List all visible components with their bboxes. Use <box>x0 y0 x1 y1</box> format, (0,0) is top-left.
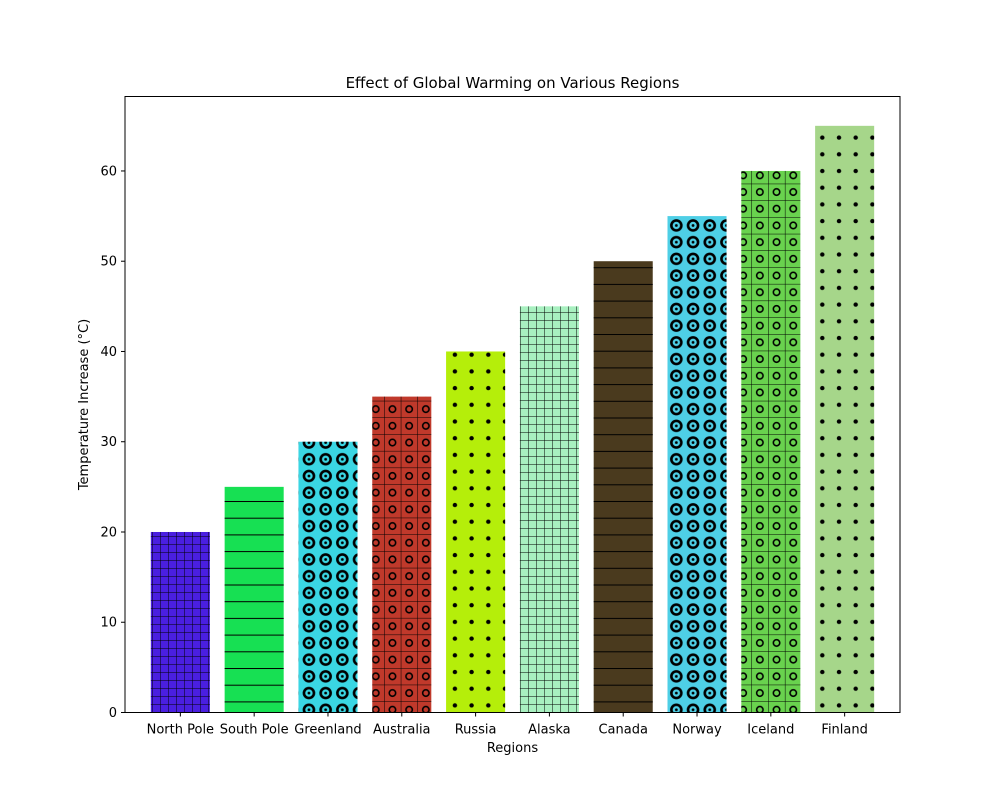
bar-hatch <box>519 306 579 713</box>
bar-finland <box>815 125 875 713</box>
bar-hatch <box>446 351 506 713</box>
chart-title: Effect of Global Warming on Various Regi… <box>346 74 680 92</box>
bar-russia <box>446 351 506 713</box>
bar-canada <box>593 261 653 713</box>
y-axis-label: Temperature Increase (°C) <box>77 319 92 491</box>
y-tick-label: 40 <box>100 345 117 360</box>
x-tick-label: Iceland <box>747 723 794 738</box>
y-tick-label: 30 <box>100 435 117 450</box>
bar-hatch <box>224 486 284 713</box>
bar-hatch <box>741 170 801 713</box>
x-tick-label: North Pole <box>147 723 214 738</box>
bar-alaska <box>519 306 579 713</box>
y-tick-label: 60 <box>100 164 117 179</box>
x-tick-label: Canada <box>598 723 647 738</box>
bar-hatch <box>372 396 432 713</box>
x-axis-label: Regions <box>487 741 539 756</box>
bar-norway <box>667 216 727 713</box>
x-tick-label: Alaska <box>528 723 571 738</box>
y-tick-label: 50 <box>100 255 117 270</box>
bar-hatch <box>150 531 210 713</box>
bar-hatch <box>667 216 727 713</box>
y-tick-label: 0 <box>109 706 117 721</box>
x-axis: North Pole South Pole Greenland Australia Ru… <box>147 712 868 738</box>
bar-north-pole <box>150 531 210 713</box>
bar-hatch <box>593 261 653 713</box>
x-tick-label: Norway <box>672 723 722 738</box>
bar-south-pole <box>224 486 284 713</box>
x-tick-label: Greenland <box>294 723 361 738</box>
bar-australia <box>372 396 432 713</box>
x-tick-label: South Pole <box>220 723 289 738</box>
y-tick-label: 10 <box>100 616 117 631</box>
bar-hatch <box>298 441 358 713</box>
bar-hatch <box>815 125 875 713</box>
bar-iceland <box>741 170 801 713</box>
x-tick-label: Australia <box>373 723 431 738</box>
y-tick-label: 20 <box>100 525 117 540</box>
plot-frame <box>124 96 901 713</box>
x-tick-label: Finland <box>821 723 867 738</box>
bar-greenland <box>298 441 358 713</box>
bar-group <box>150 125 875 713</box>
y-axis: 0 10 20 30 40 50 60 <box>100 164 125 721</box>
x-tick-label: Russia <box>455 723 497 738</box>
